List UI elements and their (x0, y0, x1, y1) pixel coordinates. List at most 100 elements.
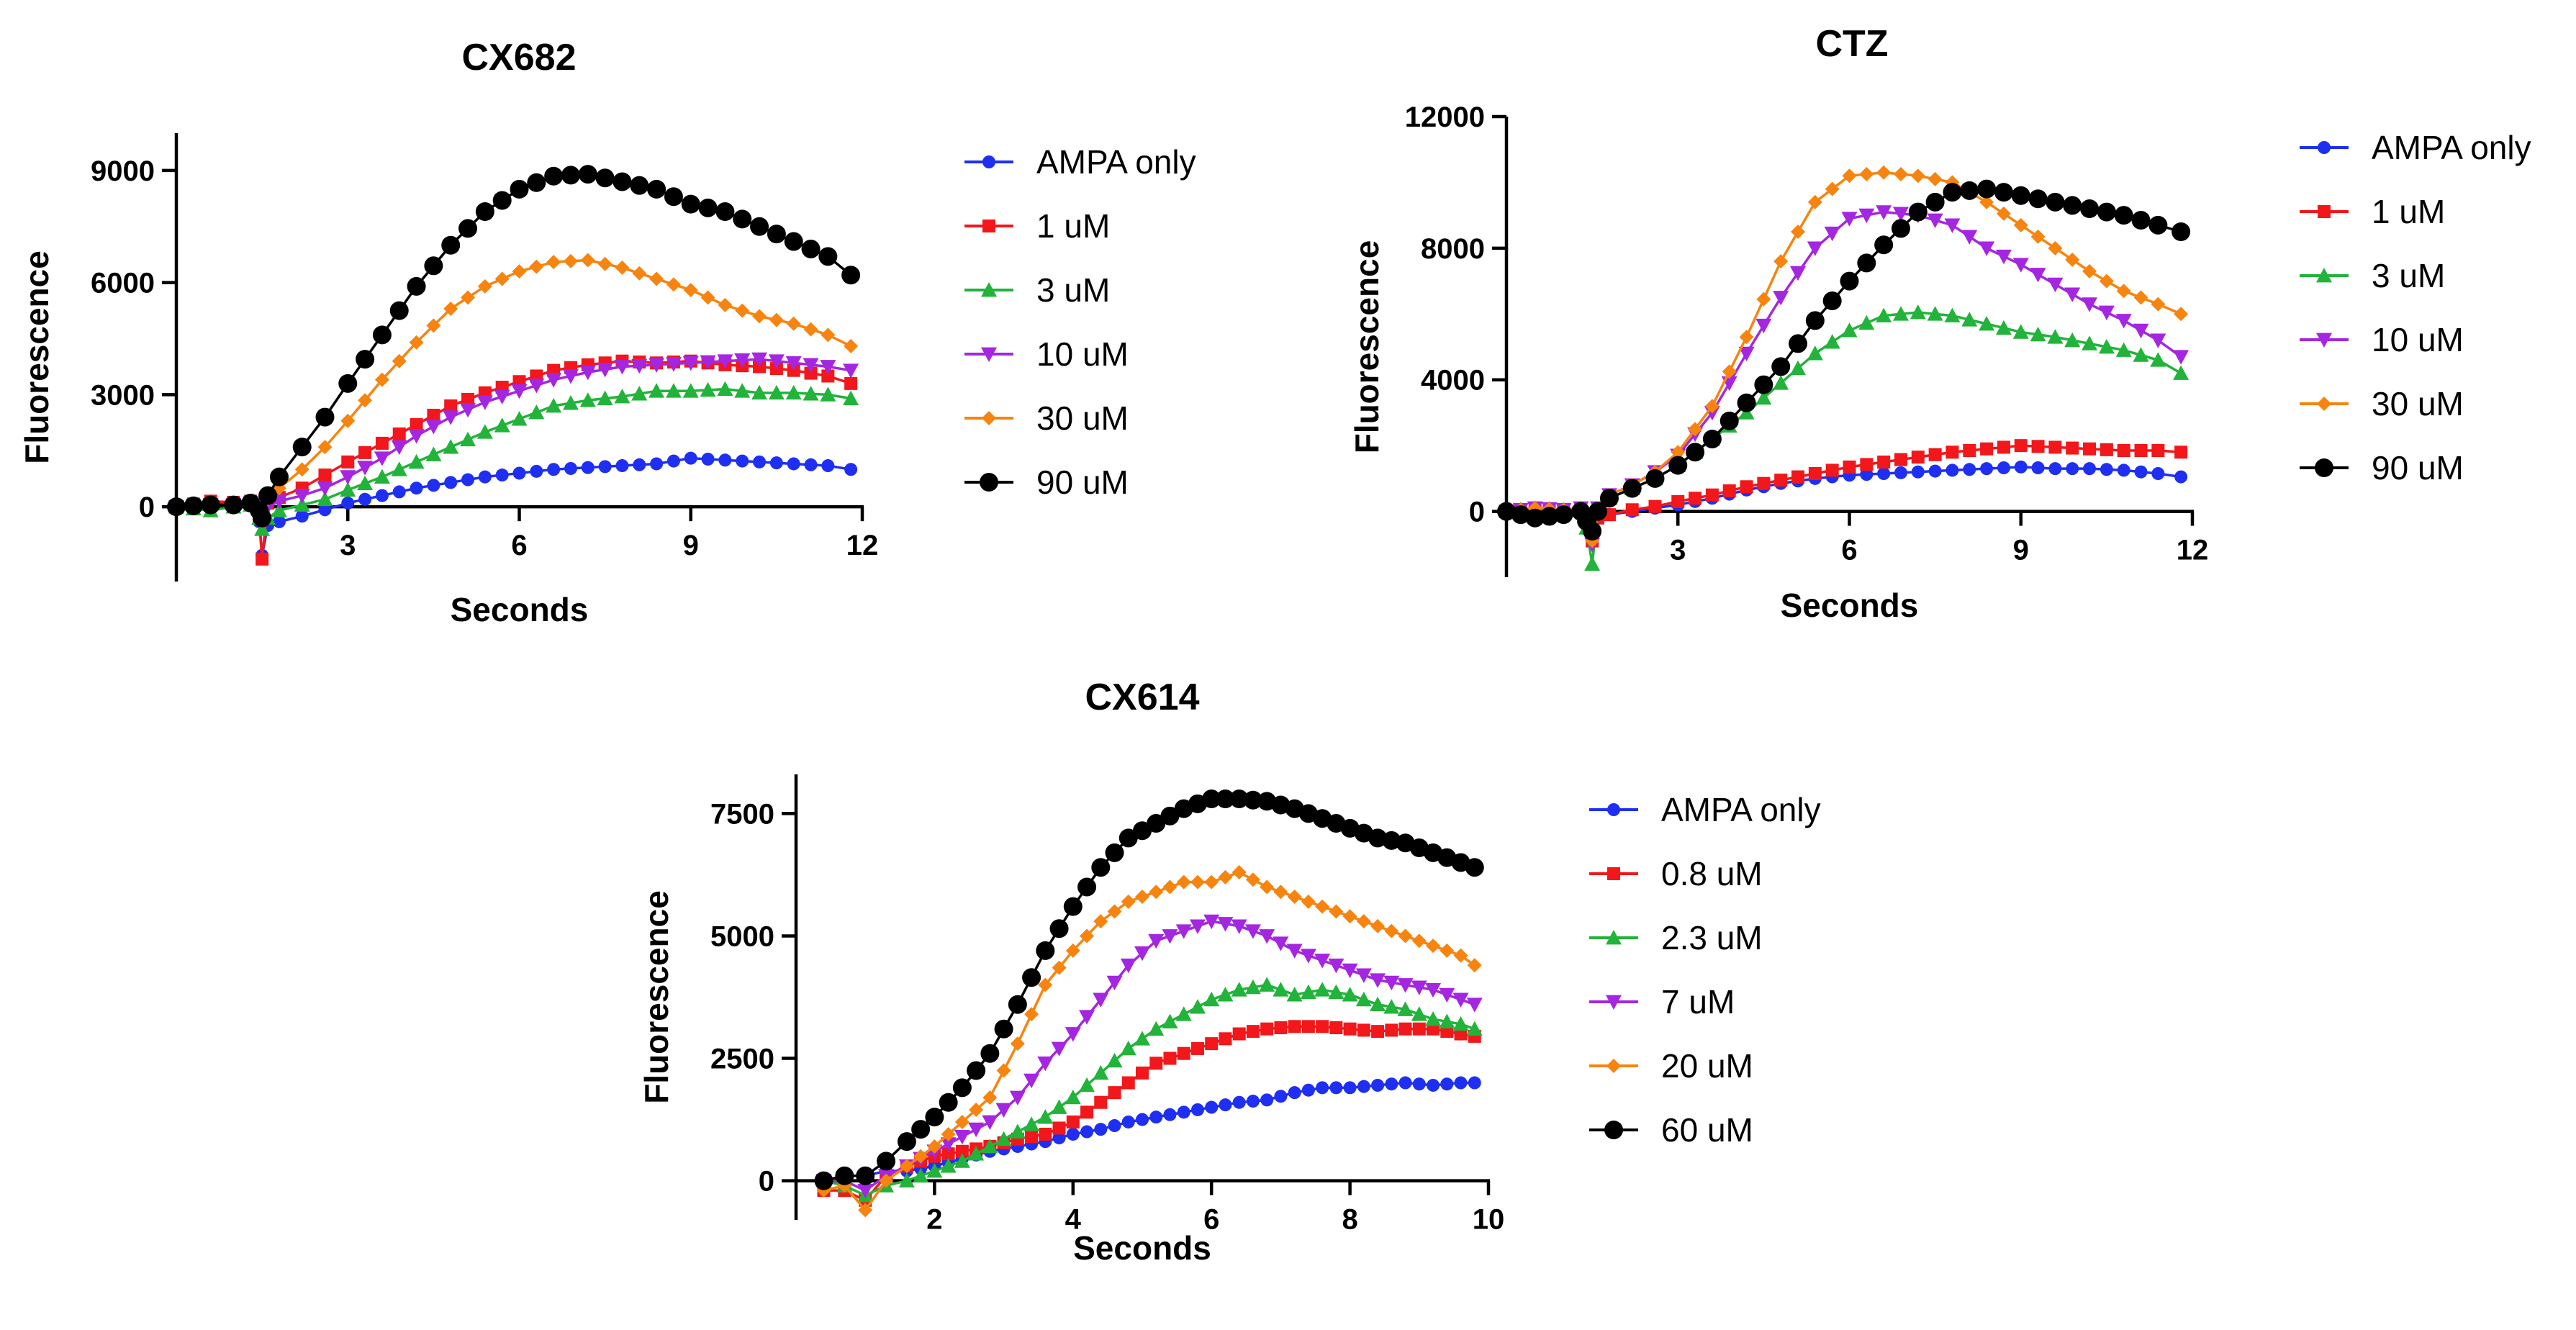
data-point (425, 446, 442, 461)
data-point (1645, 469, 1665, 488)
data-point (375, 489, 389, 502)
data-point (968, 1122, 985, 1138)
data-point (614, 389, 631, 404)
data-point (1356, 914, 1371, 929)
data-point (1540, 507, 1559, 526)
data-point (821, 327, 836, 343)
data-point (911, 1120, 931, 1139)
data-point (1177, 1105, 1190, 1119)
data-point (1808, 467, 1822, 480)
data-point (1105, 843, 1124, 862)
data-point (1841, 212, 1858, 227)
data-point (1342, 909, 1357, 924)
data-point (1231, 865, 1247, 880)
data-point (1997, 461, 2010, 474)
data-point (426, 318, 441, 333)
data-point (1329, 904, 1344, 919)
data-point (1385, 1023, 1398, 1037)
data-point (1454, 1076, 1468, 1090)
data-point (1218, 869, 1233, 885)
data-point (803, 322, 818, 337)
data-point (926, 1162, 943, 1178)
data-point (2014, 439, 2028, 453)
data-point (2080, 199, 2100, 218)
data-point (494, 271, 510, 286)
data-point (1805, 311, 1825, 330)
data-point (1979, 316, 1995, 331)
data-point (2151, 467, 2165, 480)
series-90-um (1497, 179, 2191, 540)
data-point (1273, 982, 1289, 997)
data-point (803, 358, 819, 373)
data-point (1190, 1041, 1204, 1055)
data-point (613, 172, 632, 191)
data-point (750, 217, 769, 236)
data-point (1843, 460, 1856, 474)
data-point (804, 458, 818, 471)
data-point (1301, 1083, 1315, 1097)
data-point (1412, 1077, 1426, 1091)
data-point (1928, 464, 1942, 478)
x-tick-label: 6 (1841, 535, 1857, 566)
data-point (546, 397, 562, 413)
data-point (700, 290, 715, 305)
data-point (1244, 924, 1261, 939)
data-point (1384, 923, 1399, 938)
y-tick-label: 5000 (710, 920, 774, 952)
x-axis-title: Seconds (1073, 1229, 1211, 1267)
data-point (954, 1153, 970, 1168)
data-point (1343, 1022, 1357, 1036)
data-point (2013, 217, 2028, 232)
data-point (632, 266, 647, 281)
data-point (1671, 494, 1685, 508)
data-point (315, 407, 335, 427)
data-point (1773, 291, 1789, 306)
legend-label: AMPA only (1036, 143, 1196, 181)
data-point (1205, 1037, 1219, 1051)
legend-marker (1606, 930, 1622, 945)
legend-label: 30 uM (1036, 399, 1129, 437)
data-point (994, 1019, 1013, 1039)
data-point (734, 353, 751, 368)
data-point (1892, 207, 1909, 222)
data-point (427, 408, 440, 422)
data-point (1668, 456, 1688, 475)
data-point (941, 1147, 955, 1161)
data-point (1440, 943, 1455, 958)
data-point (1149, 885, 1164, 900)
data-point (1944, 218, 1961, 233)
data-point (1205, 1100, 1219, 1114)
data-point (940, 1158, 957, 1173)
data-point (1771, 357, 1791, 376)
data-point (1584, 556, 1601, 571)
data-point (1452, 992, 1469, 1008)
y-tick-label: 3000 (91, 379, 155, 411)
data-point (494, 417, 510, 433)
data-point (564, 461, 577, 475)
data-point (1994, 183, 2013, 202)
data-point (1246, 1095, 1260, 1108)
data-point (650, 457, 664, 471)
data-point (317, 440, 333, 455)
data-point (995, 1131, 1012, 1146)
data-point (461, 473, 475, 487)
data-point (1704, 399, 1719, 414)
legend-item: 2.3 uM (1589, 919, 1763, 956)
data-point (2115, 314, 2132, 329)
data-point (424, 256, 443, 276)
data-point (579, 365, 596, 381)
data-point (1287, 890, 1302, 905)
data-point (461, 392, 475, 406)
data-point (476, 424, 493, 439)
data-point (1425, 982, 1442, 998)
data-point (684, 451, 697, 465)
data-point (858, 1203, 873, 1218)
data-point (1427, 1078, 1440, 1092)
data-point (1288, 1020, 1301, 1033)
data-point (1754, 375, 1773, 394)
data-point (1246, 1025, 1260, 1039)
data-point (408, 453, 425, 469)
x-axis-title: Seconds (1781, 587, 1919, 624)
x-tick-label: 8 (1342, 1204, 1357, 1236)
data-point (1357, 1023, 1370, 1037)
